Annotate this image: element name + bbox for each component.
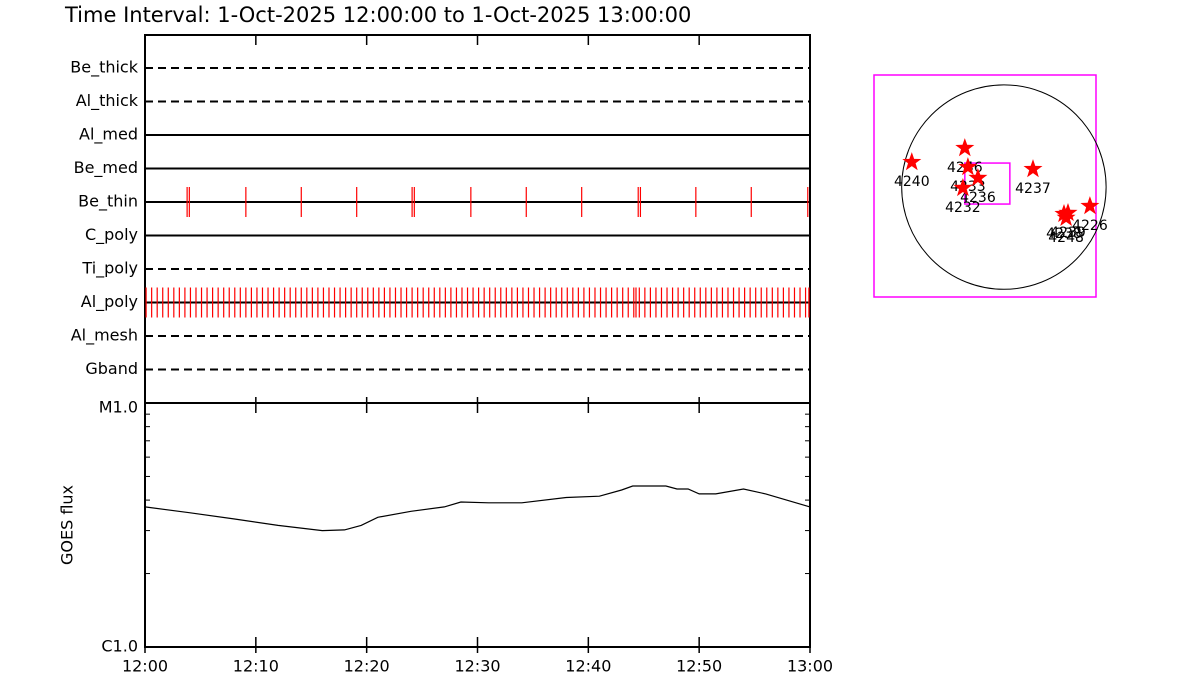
x-tick-label: 13:00 xyxy=(787,657,833,676)
x-tick-label: 12:40 xyxy=(565,657,611,676)
active-region-label: 4240 xyxy=(894,174,930,190)
panel-frame xyxy=(144,402,811,648)
active-region-label: 4232 xyxy=(945,200,981,216)
x-tick-label: 12:30 xyxy=(454,657,500,676)
active-region-marker xyxy=(1023,159,1043,178)
row-label: Be_thin xyxy=(78,192,138,212)
panel-frame xyxy=(144,34,811,404)
active-region-marker xyxy=(902,152,922,171)
solar-disk xyxy=(901,84,1107,290)
active-region-marker xyxy=(1080,196,1100,215)
row-label: Al_med xyxy=(79,125,138,145)
active-region-label: 4226 xyxy=(1072,218,1108,234)
y-axis-label: GOES flux xyxy=(58,485,77,565)
chart-title: Time Interval: 1-Oct-2025 12:00:00 to 1-… xyxy=(64,3,691,27)
x-tick-label: 12:00 xyxy=(122,657,168,676)
active-region-marker xyxy=(1058,203,1078,222)
active-region-label: 4238 xyxy=(1046,226,1082,242)
x-tick-label: 12:10 xyxy=(233,657,279,676)
active-region-label: 4248 xyxy=(1048,230,1084,246)
row-label: Al_mesh xyxy=(71,326,138,346)
active-region-marker xyxy=(958,157,978,176)
x-tick-label: 12:50 xyxy=(676,657,722,676)
row-label: Be_med xyxy=(74,158,138,178)
x-tick-label: 12:20 xyxy=(344,657,390,676)
row-label: Gband xyxy=(85,359,138,378)
row-label: Al_thick xyxy=(76,91,139,111)
active-region-marker xyxy=(953,178,973,197)
active-region-marker xyxy=(955,138,975,157)
map-frame xyxy=(873,74,1097,298)
row-label: Al_poly xyxy=(81,292,138,312)
row-label: Be_thick xyxy=(70,58,138,78)
row-label: Ti_poly xyxy=(81,259,138,279)
active-region-label: 4237 xyxy=(1015,181,1051,197)
active-region-label: 4239 xyxy=(1050,225,1086,241)
active-region-label: 4236 xyxy=(960,190,996,206)
y-tick-label: C1.0 xyxy=(101,637,138,656)
active-region-marker xyxy=(1056,207,1076,226)
y-tick-label: M1.0 xyxy=(99,398,138,417)
row-label: C_poly xyxy=(85,225,138,245)
goes-line xyxy=(144,485,811,532)
active-region-marker xyxy=(968,168,988,187)
